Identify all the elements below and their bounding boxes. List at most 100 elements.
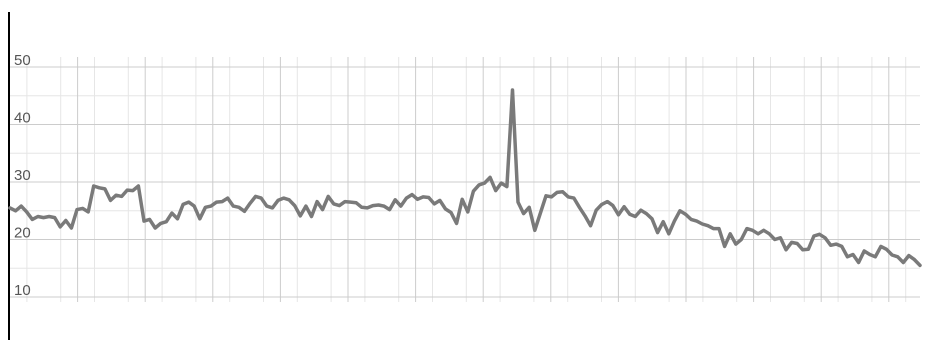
data-point <box>851 253 855 256</box>
data-point <box>103 187 107 191</box>
data-point <box>326 195 330 198</box>
data-point <box>25 210 29 214</box>
series-group <box>8 88 922 268</box>
data-point <box>868 253 872 256</box>
data-point <box>555 191 559 194</box>
data-point <box>550 195 553 199</box>
data-point <box>47 215 51 218</box>
data-point <box>271 206 274 210</box>
data-point <box>460 197 464 201</box>
data-point <box>745 227 749 231</box>
data-point <box>237 205 241 209</box>
data-point <box>14 209 17 213</box>
data-point <box>36 215 40 218</box>
data-point <box>243 209 246 213</box>
y-tick-label: 20 <box>14 225 31 242</box>
data-point <box>862 249 866 253</box>
data-point <box>19 204 23 208</box>
data-point <box>684 212 687 216</box>
data-point <box>561 190 565 194</box>
data-point <box>444 207 447 211</box>
data-point <box>137 184 140 188</box>
data-point <box>192 204 196 208</box>
data-point <box>254 195 257 198</box>
data-point <box>784 248 788 252</box>
data-point <box>527 205 531 209</box>
data-point <box>834 242 838 246</box>
y-tick-label: 10 <box>14 282 31 299</box>
data-point <box>310 215 313 218</box>
data-point <box>220 200 224 204</box>
data-point <box>723 245 726 248</box>
data-point <box>896 255 900 259</box>
data-point <box>650 217 654 221</box>
data-point <box>276 199 280 202</box>
data-point <box>483 181 486 185</box>
data-point <box>600 203 604 206</box>
data-point <box>901 261 905 264</box>
data-point <box>405 196 408 200</box>
data-point <box>393 198 397 202</box>
data-point <box>70 226 73 230</box>
data-point <box>304 204 308 208</box>
data-point <box>873 255 877 259</box>
data-point <box>365 206 369 210</box>
data-point <box>628 212 632 216</box>
data-point <box>449 211 453 214</box>
data-point <box>293 204 297 208</box>
data-point <box>907 254 911 257</box>
data-point <box>494 189 498 193</box>
data-point <box>667 232 671 236</box>
data-point <box>734 242 738 246</box>
data-point <box>377 203 380 207</box>
data-point <box>505 185 509 189</box>
data-point <box>522 212 525 216</box>
data-point <box>572 196 576 200</box>
data-point <box>343 200 347 204</box>
data-point <box>388 208 391 212</box>
data-point <box>287 198 291 202</box>
data-point <box>455 222 458 225</box>
data-point <box>633 215 637 218</box>
data-point <box>751 228 754 232</box>
data-point <box>829 243 833 247</box>
data-point <box>739 238 743 241</box>
data-point <box>661 220 665 224</box>
data-point <box>42 216 45 220</box>
data-point <box>321 208 324 212</box>
data-point <box>226 196 230 200</box>
data-point <box>779 236 782 240</box>
data-point <box>840 245 844 248</box>
data-point <box>131 189 135 193</box>
data-point <box>170 211 174 215</box>
y-tick-label: 30 <box>14 167 31 184</box>
data-point <box>611 204 615 208</box>
data-point <box>756 232 760 236</box>
data-point <box>645 212 648 216</box>
data-point <box>176 217 179 221</box>
data-point <box>689 218 693 221</box>
data-point <box>204 205 207 209</box>
data-point <box>53 216 57 220</box>
y-tick-labels: 50 40 30 20 10 <box>14 52 31 299</box>
data-point <box>544 194 548 198</box>
data-point <box>846 255 849 259</box>
data-point <box>298 214 302 218</box>
data-point <box>97 186 101 190</box>
data-point <box>466 210 470 214</box>
data-point <box>516 200 520 204</box>
data-point <box>371 204 375 208</box>
data-point <box>75 208 79 212</box>
data-point <box>120 195 124 198</box>
data-point <box>511 88 514 92</box>
data-point <box>639 208 643 212</box>
data-point <box>583 214 587 218</box>
data-point <box>142 219 146 223</box>
data-point <box>857 261 860 264</box>
data-point <box>673 219 676 223</box>
data-point <box>533 228 537 232</box>
data-point <box>86 210 90 214</box>
data-point <box>806 247 810 251</box>
